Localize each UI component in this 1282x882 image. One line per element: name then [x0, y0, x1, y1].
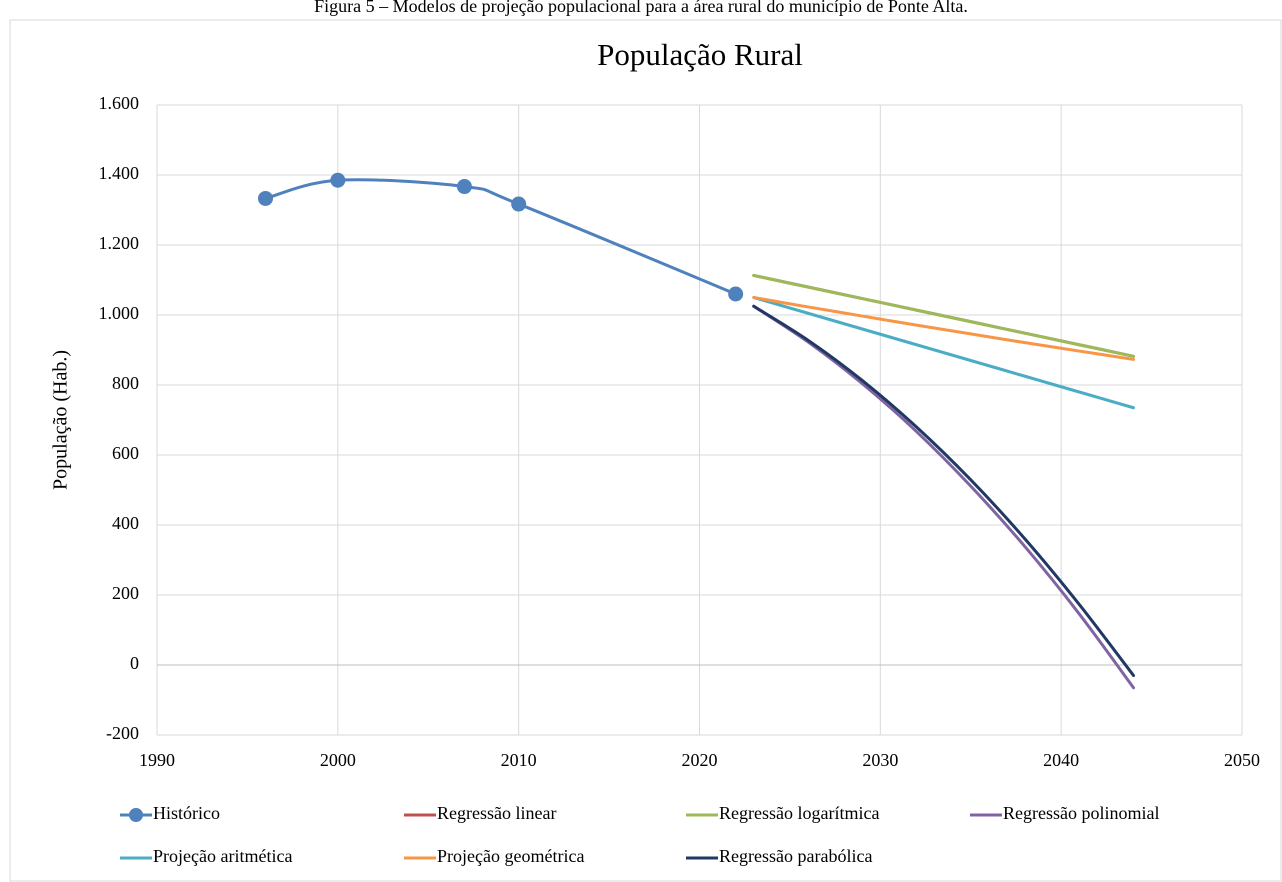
- x-tick-label: 2040: [1043, 750, 1079, 770]
- legend-label: Projeção aritmética: [153, 846, 292, 866]
- y-tick-label: 200: [112, 583, 139, 603]
- y-tick-label: 1.400: [99, 163, 140, 183]
- data-point: [330, 172, 346, 188]
- legend-label: Regressão polinomial: [1003, 803, 1159, 823]
- caption: Figura 5 – Modelos de projeção populacio…: [314, 0, 968, 16]
- legend-label: Histórico: [153, 803, 220, 823]
- x-tick-label: 2020: [682, 750, 718, 770]
- series-line: [752, 296, 1135, 410]
- y-axis-label: População (Hab.): [50, 350, 72, 490]
- legend-marker: [129, 808, 143, 822]
- data-point: [728, 286, 744, 302]
- data-point: [258, 190, 273, 206]
- legend-label: Regressão linear: [437, 803, 556, 823]
- x-tick-label: 2010: [501, 750, 537, 770]
- series-line: [752, 273, 1135, 358]
- series-line: [752, 304, 1135, 690]
- data-point: [511, 196, 527, 212]
- y-tick-label: 1.600: [99, 93, 140, 113]
- y-tick-label: 1.000: [99, 303, 140, 323]
- legend-label: Regressão logarítmica: [719, 803, 879, 823]
- y-tick-label: 800: [112, 373, 139, 393]
- y-tick-label: -200: [106, 723, 139, 743]
- x-tick-label: 2000: [320, 750, 356, 770]
- legend-label: Regressão parabólica: [719, 846, 872, 866]
- legend-label: Projeção geométrica: [437, 846, 584, 866]
- y-tick-label: 0: [130, 653, 139, 673]
- y-tick-label: 400: [112, 513, 139, 533]
- data-point: [456, 179, 472, 195]
- y-tick-label: 1.200: [99, 233, 140, 253]
- x-tick-label: 2050: [1224, 750, 1260, 770]
- series-line: [752, 296, 1135, 361]
- chart-title: População Rural: [597, 37, 803, 72]
- chart-frame: [9, 19, 1282, 882]
- series-line: [752, 304, 1135, 677]
- x-tick-label: 1990: [139, 750, 175, 770]
- x-tick-label: 2030: [862, 750, 898, 770]
- y-tick-label: 600: [112, 443, 139, 463]
